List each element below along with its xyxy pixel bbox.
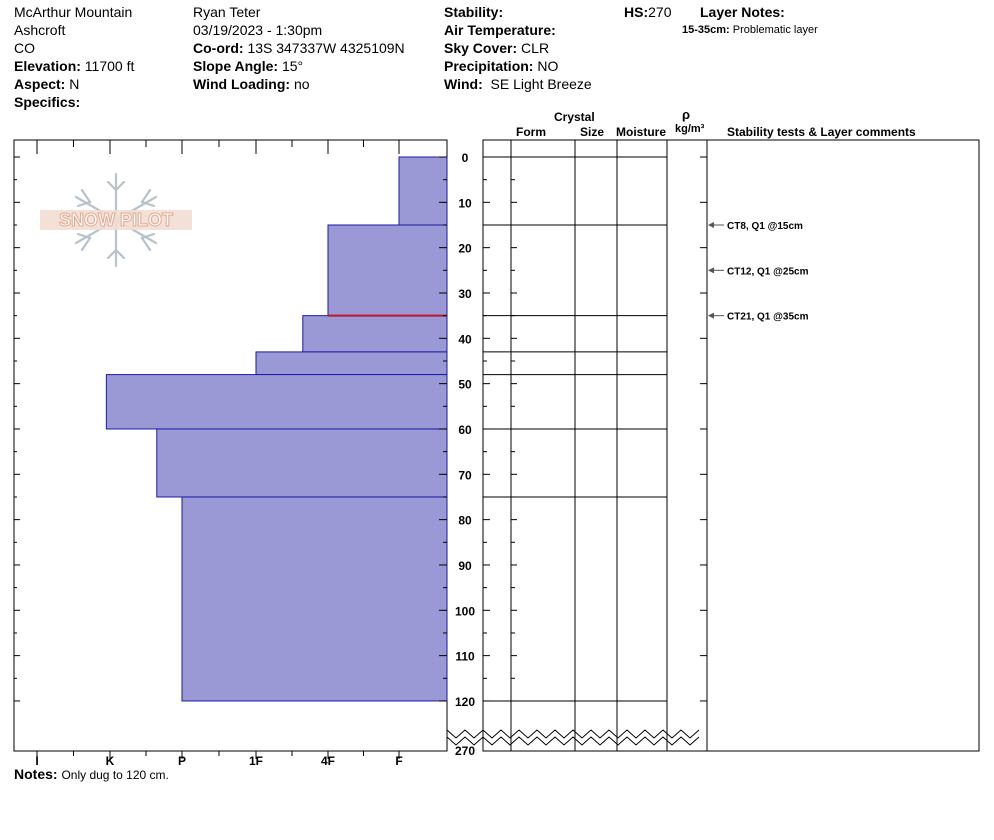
sky-cover: Sky Cover: CLR bbox=[444, 39, 549, 57]
layer-note-text: Problematic layer bbox=[732, 24, 818, 36]
density-unit-header: kg/m³ bbox=[675, 123, 705, 135]
layer-note: 15-35cm: Problematic layer bbox=[682, 24, 818, 36]
layer-note-range: 15-35cm: bbox=[682, 24, 730, 36]
hardness-bar-0 bbox=[398, 156, 448, 226]
depth-label-120: 120 bbox=[455, 695, 475, 709]
depth-label-70: 70 bbox=[458, 468, 472, 482]
hardness-label-P: P bbox=[178, 754, 186, 768]
aspect: Aspect: N bbox=[14, 75, 79, 93]
hardness-label-F: F bbox=[395, 754, 402, 768]
wind-loading: Wind Loading: no bbox=[193, 75, 310, 93]
depth-label-30: 30 bbox=[458, 287, 472, 301]
depth-label-40: 40 bbox=[458, 332, 472, 346]
size-header: Size bbox=[580, 125, 605, 139]
specifics: Specifics: bbox=[14, 93, 80, 111]
notes: Notes: Only dug to 120 cm. bbox=[14, 766, 169, 782]
slope-label: Slope Angle: bbox=[193, 58, 279, 74]
specifics-label: Specifics: bbox=[14, 94, 81, 110]
wind: Wind: SE Light Breeze bbox=[444, 75, 592, 93]
stability-label: Stability: bbox=[444, 4, 504, 20]
stability-test-label-2: CT21, Q1 @35cm bbox=[727, 312, 809, 323]
hs-label: HS: bbox=[624, 4, 649, 20]
coord-label: Co-ord: bbox=[193, 40, 244, 56]
depth-label-60: 60 bbox=[458, 423, 472, 437]
slope-value: 15° bbox=[281, 58, 304, 74]
break-line-upper bbox=[446, 729, 700, 739]
wind-loading-label: Wind Loading: bbox=[193, 76, 291, 92]
snowpilot-logo: SNOW PILOT bbox=[40, 172, 192, 268]
stability-arrow-head-2 bbox=[708, 312, 714, 319]
moisture-header: Moisture bbox=[616, 125, 667, 139]
wind-label: Wind: bbox=[444, 76, 483, 92]
sky-value: CLR bbox=[521, 40, 550, 56]
layer-table-frame bbox=[482, 139, 980, 752]
datetime: 03/19/2023 - 1:30pm bbox=[193, 22, 323, 38]
depth-bottom-label: 270 bbox=[455, 744, 475, 758]
hardness-bar-5 bbox=[156, 428, 448, 498]
form-header: Form bbox=[516, 125, 546, 139]
wind-loading-value: no bbox=[293, 76, 310, 92]
comments-header: Stability tests & Layer comments bbox=[727, 125, 916, 139]
hardness-bar-6 bbox=[181, 496, 448, 702]
region: Ashcroft bbox=[14, 22, 66, 38]
notes-label: Notes: bbox=[14, 766, 58, 782]
stability-arrow-head-1 bbox=[708, 267, 714, 274]
location: McArthur Mountain bbox=[14, 4, 133, 20]
depth-label-90: 90 bbox=[458, 559, 472, 573]
stability-test-label-0: CT8, Q1 @15cm bbox=[727, 221, 803, 232]
aspect-value: N bbox=[69, 76, 80, 92]
logo-text: SNOW PILOT bbox=[59, 210, 173, 230]
air-temp-label: Air Temperature: bbox=[444, 22, 556, 38]
layer-notes-label: Layer Notes: bbox=[700, 4, 785, 20]
hardness-label-I: I bbox=[35, 754, 38, 768]
slope-angle: Slope Angle: 15° bbox=[193, 57, 303, 75]
coordinates: Co-ord: 13S 347337W 4325109N bbox=[193, 39, 405, 57]
stability: Stability: bbox=[444, 3, 503, 21]
precipitation: Precipitation: NO bbox=[444, 57, 558, 75]
precip-value: NO bbox=[537, 58, 559, 74]
precip-label: Precipitation: bbox=[444, 58, 534, 74]
rho-header: ρ bbox=[682, 107, 691, 122]
sky-label: Sky Cover: bbox=[444, 40, 518, 56]
depth-label-80: 80 bbox=[458, 514, 472, 528]
crystal-header: Crystal bbox=[554, 110, 595, 124]
observer: Ryan Teter bbox=[193, 4, 261, 20]
state: CO bbox=[14, 40, 35, 56]
hardness-label-K: K bbox=[106, 754, 115, 768]
hardness-bar-4 bbox=[105, 374, 448, 430]
layer-notes: Layer Notes: bbox=[700, 3, 785, 21]
air-temperature: Air Temperature: bbox=[444, 21, 556, 39]
hardness-bar-1 bbox=[327, 224, 448, 317]
depth-label-10: 10 bbox=[458, 196, 472, 210]
depth-label-100: 100 bbox=[455, 604, 475, 618]
depth-label-0: 0 bbox=[462, 151, 469, 165]
notes-text: Only dug to 120 cm. bbox=[61, 768, 169, 782]
elevation: Elevation: 11700 ft bbox=[14, 57, 134, 75]
hardness-label-4F: 4F bbox=[321, 754, 335, 768]
stability-arrow-head-0 bbox=[708, 221, 714, 228]
elevation-label: Elevation: bbox=[14, 58, 81, 74]
wind-value: SE Light Breeze bbox=[490, 76, 592, 92]
depth-label-50: 50 bbox=[458, 378, 472, 392]
break-line-lower bbox=[446, 736, 700, 746]
hardness-label-1F: 1F bbox=[249, 754, 263, 768]
depth-label-20: 20 bbox=[458, 242, 472, 256]
hardness-bar-2 bbox=[302, 315, 448, 353]
coord-value: 13S 347337W 4325109N bbox=[247, 40, 405, 56]
stability-test-label-1: CT12, Q1 @25cm bbox=[727, 266, 809, 277]
hs-value: 270 bbox=[648, 4, 672, 20]
depth-label-110: 110 bbox=[455, 650, 475, 664]
hardness-bar-3 bbox=[255, 351, 448, 376]
elevation-value: 11700 ft bbox=[84, 58, 135, 74]
aspect-label: Aspect: bbox=[14, 76, 66, 92]
hs: HS:270 bbox=[624, 3, 671, 21]
